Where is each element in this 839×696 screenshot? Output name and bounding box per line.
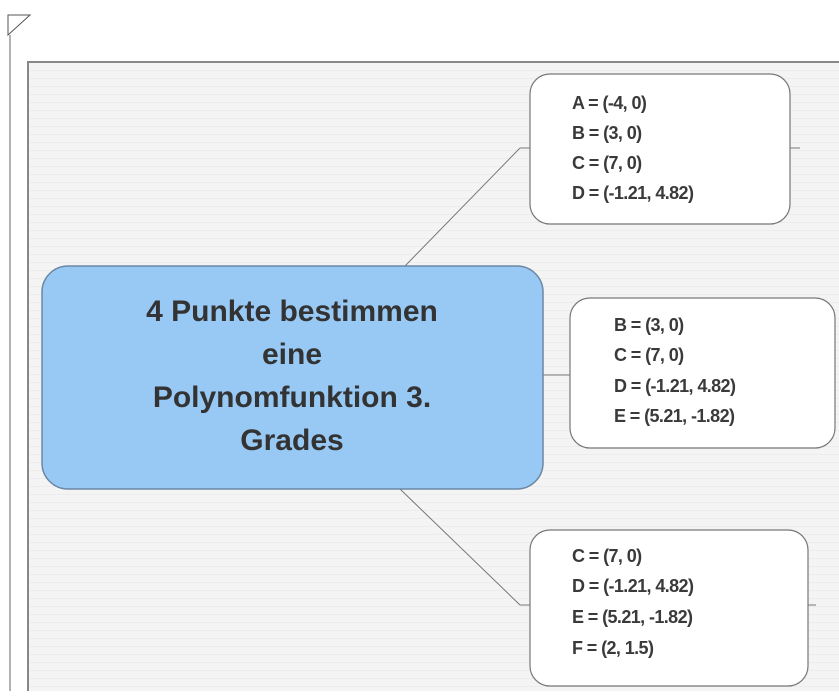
- connector: [404, 147, 521, 267]
- node-text: eine: [262, 338, 322, 371]
- node-text: D = (-1.21, 4.82): [572, 576, 694, 596]
- node-text: 4 Punkte bestimmen: [146, 295, 438, 328]
- node-text: B = (3, 0): [572, 123, 642, 143]
- node-text: C = (7, 0): [614, 345, 684, 365]
- central-node[interactable]: [41, 265, 544, 490]
- node-text: B = (3, 0): [614, 315, 684, 335]
- node-text: A = (-4, 0): [572, 93, 647, 113]
- child-node[interactable]: [529, 73, 791, 225]
- child-node[interactable]: [529, 529, 809, 687]
- node-text: Grades: [240, 424, 343, 457]
- connector: [399, 488, 521, 606]
- corner-icon[interactable]: [7, 14, 32, 37]
- node-text: C = (7, 0): [572, 153, 642, 173]
- node-text: E = (5.21, -1.82): [572, 607, 693, 627]
- node-text: C = (7, 0): [572, 546, 642, 566]
- node-text: F = (2, 1.5): [572, 638, 654, 658]
- node-text: D = (-1.21, 4.82): [572, 183, 694, 203]
- node-text: Polynomfunktion 3.: [153, 381, 431, 414]
- child-node[interactable]: [569, 297, 836, 449]
- node-text: E = (5.21, -1.82): [614, 406, 735, 426]
- node-text: D = (-1.21, 4.82): [614, 376, 736, 396]
